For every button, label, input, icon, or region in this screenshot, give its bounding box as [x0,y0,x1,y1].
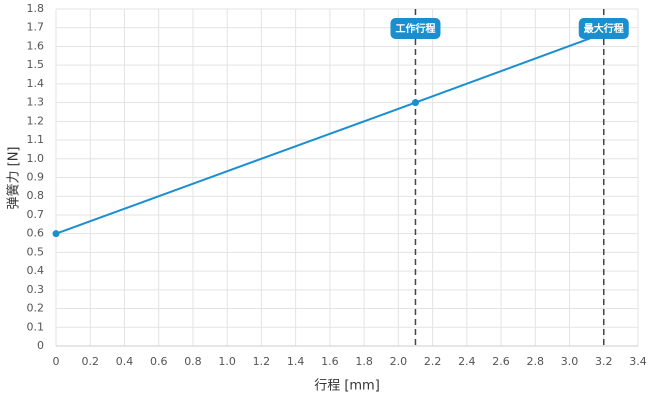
x-tick-label: 3.4 [629,355,647,368]
annotation-label: 工作行程 [395,22,435,35]
y-tick-label: 1.0 [27,152,45,165]
x-tick-label: 0.6 [150,355,168,368]
x-tick-label: 2.6 [492,355,510,368]
annotation-label: 最大行程 [584,22,624,35]
x-tick-label: 1.6 [321,355,339,368]
y-tick-label: 0 [37,339,44,352]
y-tick-label: 1.7 [27,21,45,34]
y-tick-label: 0.9 [27,171,45,184]
annotation-box [578,18,629,39]
x-tick-label: 1.4 [287,355,305,368]
x-axis-label: 行程 [mm] [314,379,380,394]
y-tick-label: 1.6 [27,39,45,52]
x-tick-label: 2.2 [424,355,442,368]
annotation-box [390,18,441,39]
x-tick-label: 0.2 [81,355,99,368]
y-tick-label: 0.6 [27,227,45,240]
y-tick-label: 0.2 [27,302,45,315]
x-tick-label: 0.4 [116,355,134,368]
y-tick-label: 1.1 [27,133,45,146]
y-tick-label: 1.8 [27,2,45,15]
y-tick-label: 0.5 [27,245,45,258]
y-tick-label: 1.2 [27,114,45,127]
y-tick-label: 0.8 [27,189,45,202]
x-tick-label: 2.8 [527,355,545,368]
x-tick-label: 3.0 [561,355,579,368]
y-tick-label: 1.3 [27,96,45,109]
y-tick-label: 1.4 [27,77,45,90]
data-point [52,230,60,238]
y-tick-label: 0.3 [27,283,45,296]
y-axis-label: 弹簧力 [N] [6,146,22,209]
y-tick-label: 0.7 [27,208,45,221]
x-tick-label: 1.8 [355,355,373,368]
x-tick-label: 2.4 [458,355,476,368]
y-tick-label: 0.4 [27,264,45,277]
x-tick-label: 0 [53,355,60,368]
x-tick-label: 0.8 [184,355,202,368]
x-tick-label: 1.2 [253,355,271,368]
y-tick-label: 1.5 [27,58,45,71]
x-tick-label: 3.2 [595,355,613,368]
x-tick-label: 1.0 [218,355,236,368]
data-point [411,99,419,107]
x-tick-label: 2.0 [390,355,408,368]
y-tick-label: 0.1 [27,320,45,333]
